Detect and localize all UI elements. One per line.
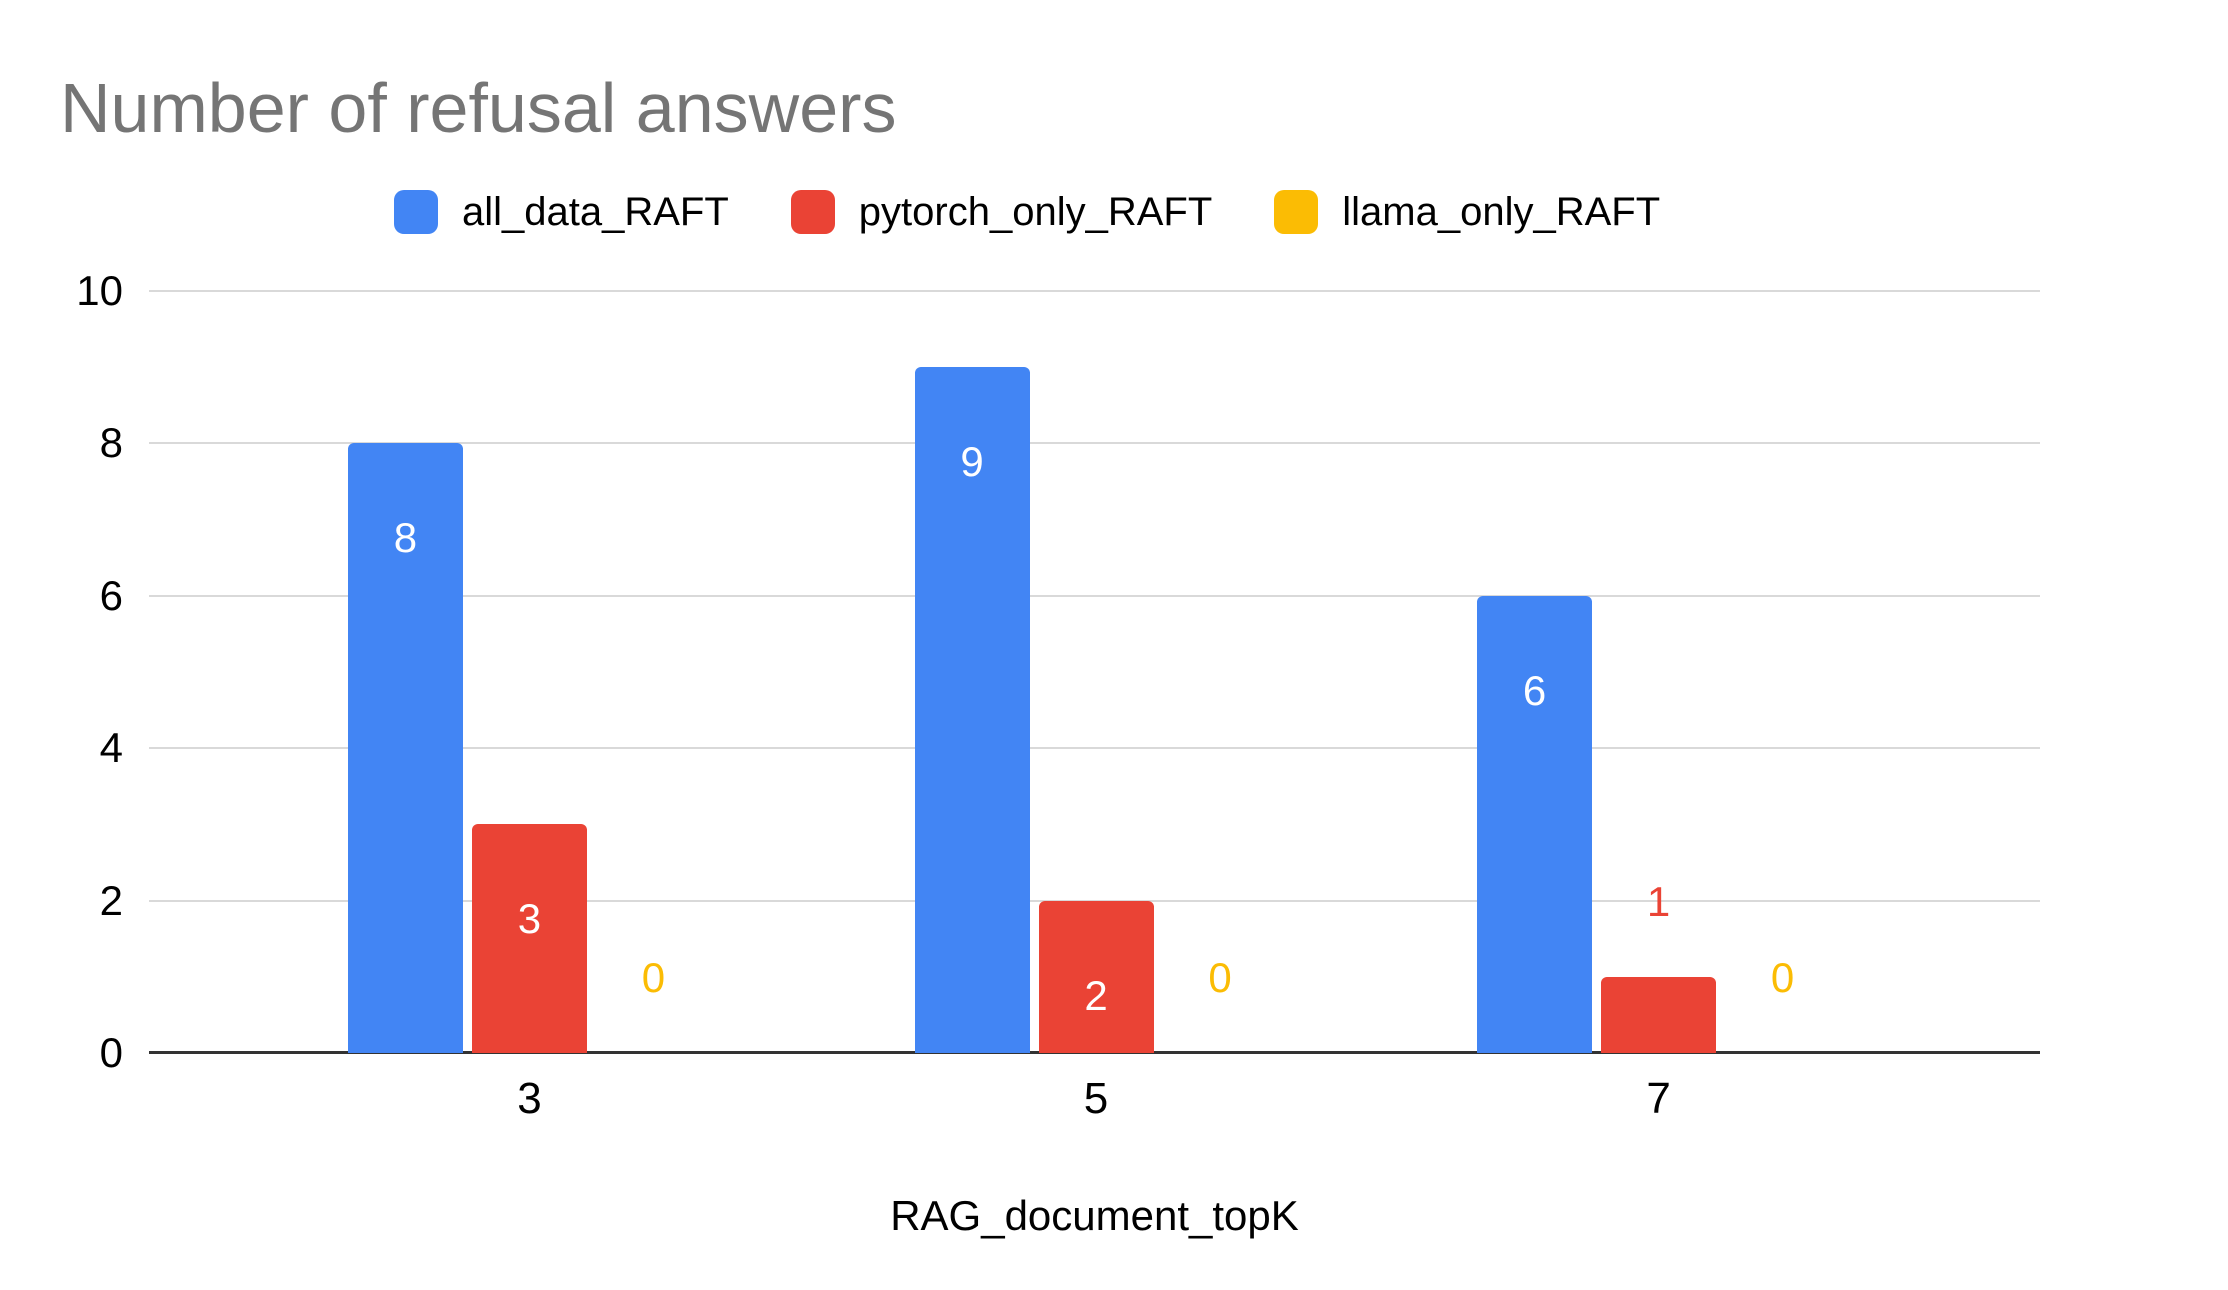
- legend-swatch-icon: [790, 190, 835, 234]
- y-tick-label: 10: [76, 267, 123, 314]
- y-tick-label: 8: [99, 419, 123, 467]
- bar-value-label: 0: [1208, 954, 1232, 1001]
- plot-area: 8 3 0 9 2 0 6 1 0: [149, 290, 2040, 1054]
- bar-all_data_RAFT-topK7: [1477, 595, 1593, 1053]
- bar-value-label: 3: [517, 895, 542, 943]
- legend-item-llama_only_RAFT: llama_only_RAFT: [1274, 190, 1660, 235]
- bar-value-label: 0: [641, 954, 666, 1001]
- legend-label: pytorch_only_RAFT: [858, 189, 1213, 234]
- y-tick-label: 6: [99, 571, 123, 619]
- y-tick-label: 2: [99, 876, 123, 924]
- bar-value-label: 6: [1522, 666, 1547, 714]
- x-tick-label: 3: [517, 1074, 542, 1123]
- gridline: [149, 442, 2040, 445]
- y-tick-label: 4: [99, 724, 123, 772]
- legend-item-pytorch_only_RAFT: pytorch_only_RAFT: [790, 189, 1213, 235]
- gridline: [149, 747, 2040, 750]
- bar-all_data_RAFT-topK5: [914, 367, 1030, 1053]
- bar-pytorch_only_RAFT-topK3: [471, 824, 587, 1053]
- legend-item-all_data_RAFT: all_data_RAFT: [394, 190, 729, 235]
- bar-pytorch_only_RAFT-topK7: [1601, 976, 1717, 1053]
- gridline: [149, 290, 2040, 292]
- legend: all_data_RAFT pytorch_only_RAFT llama_only…: [394, 187, 1660, 237]
- legend-label: all_data_RAFT: [462, 189, 729, 234]
- chart-title: Number of refusal answers: [60, 69, 897, 147]
- bar-pytorch_only_RAFT-topK5: [1038, 900, 1154, 1053]
- legend-swatch-icon: [1274, 190, 1319, 234]
- bar-all_data_RAFT-topK3: [347, 443, 463, 1053]
- y-tick-label: 0: [99, 1029, 123, 1076]
- bar-value-label: 0: [1770, 954, 1795, 1001]
- legend-swatch-icon: [394, 190, 438, 234]
- x-tick-label: 7: [1646, 1074, 1671, 1123]
- y-axis-tick-labels: 0 2 4 6 8 10: [0, 267, 123, 1076]
- gridline: [149, 594, 2040, 597]
- bar-value-label: 1: [1646, 877, 1671, 925]
- x-axis-title: RAG_document_topK: [890, 1192, 1299, 1239]
- bar-value-label: 8: [393, 514, 418, 562]
- bar-value-label: 9: [960, 438, 984, 486]
- legend-label: llama_only_RAFT: [1342, 189, 1661, 234]
- x-tick-label: 5: [1083, 1074, 1109, 1123]
- bar-value-label: 2: [1084, 971, 1108, 1019]
